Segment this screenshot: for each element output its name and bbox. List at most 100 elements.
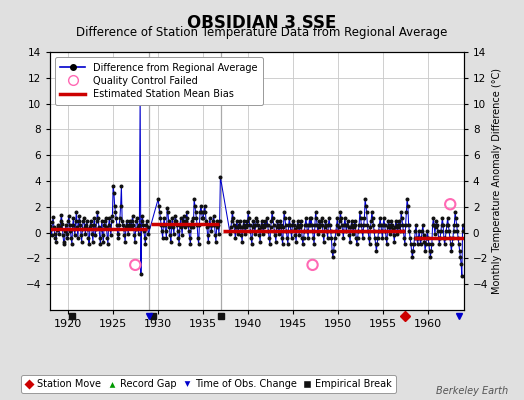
- Point: [201, 202, 209, 209]
- Point: [401, 241, 409, 248]
- Point: [165, 224, 173, 231]
- Point: [451, 209, 460, 215]
- Point: [132, 226, 140, 232]
- Point: [248, 224, 257, 231]
- Point: [140, 228, 148, 234]
- Point: [123, 222, 132, 228]
- Point: [234, 231, 243, 237]
- Point: [124, 231, 133, 237]
- Point: [320, 238, 328, 245]
- Point: [281, 215, 289, 222]
- Point: [276, 224, 284, 231]
- Point: [184, 222, 192, 228]
- Point: [74, 234, 82, 241]
- Point: [368, 215, 377, 222]
- Point: [429, 215, 438, 222]
- Point: [340, 222, 348, 228]
- Point: [241, 231, 249, 237]
- Point: [296, 224, 304, 231]
- Point: [434, 228, 442, 234]
- Point: [344, 224, 353, 231]
- Point: [83, 226, 92, 232]
- Point: [210, 213, 218, 219]
- Point: [102, 224, 111, 231]
- Point: [141, 241, 149, 248]
- Point: [116, 215, 124, 222]
- Point: [213, 218, 222, 224]
- Point: [206, 222, 215, 228]
- Point: [237, 232, 246, 238]
- Point: [316, 222, 324, 228]
- Point: [80, 215, 88, 222]
- Point: [123, 218, 131, 224]
- Point: [428, 241, 436, 248]
- Point: [389, 232, 398, 238]
- Point: [334, 231, 342, 237]
- Point: [302, 222, 311, 228]
- Point: [97, 226, 105, 232]
- Point: [347, 224, 355, 231]
- Point: [136, 90, 144, 96]
- Point: [188, 218, 196, 224]
- Point: [83, 218, 91, 224]
- Point: [230, 222, 238, 228]
- Point: [47, 226, 55, 232]
- Point: [227, 218, 236, 224]
- Point: [383, 241, 391, 248]
- Point: [301, 222, 309, 228]
- Point: [128, 213, 137, 219]
- Point: [308, 262, 316, 268]
- Point: [370, 228, 378, 234]
- Point: [331, 234, 340, 241]
- Point: [257, 218, 266, 224]
- Point: [357, 222, 366, 228]
- Point: [458, 222, 467, 228]
- Point: [359, 234, 367, 241]
- Point: [177, 224, 185, 231]
- Point: [180, 222, 189, 228]
- Point: [360, 215, 368, 222]
- Point: [304, 222, 313, 228]
- Point: [203, 232, 212, 238]
- Point: [169, 224, 177, 231]
- Point: [99, 238, 107, 245]
- Point: [352, 234, 361, 241]
- Point: [436, 228, 445, 234]
- Point: [84, 234, 93, 241]
- Point: [384, 224, 392, 231]
- Point: [370, 234, 379, 241]
- Point: [114, 231, 122, 237]
- Point: [181, 224, 189, 231]
- Point: [71, 218, 80, 224]
- Point: [419, 222, 427, 228]
- Point: [56, 224, 64, 231]
- Point: [366, 224, 375, 231]
- Point: [81, 231, 90, 237]
- Point: [449, 234, 457, 241]
- Point: [72, 209, 81, 215]
- Point: [170, 231, 178, 237]
- Point: [268, 209, 276, 215]
- Point: [144, 231, 152, 237]
- Point: [97, 218, 106, 224]
- Point: [177, 215, 185, 222]
- Point: [66, 222, 74, 228]
- Point: [419, 232, 428, 238]
- Legend: Difference from Regional Average, Quality Control Failed, Estimated Station Mean: Difference from Regional Average, Qualit…: [54, 57, 263, 105]
- Point: [319, 232, 328, 238]
- Point: [443, 215, 452, 222]
- Point: [339, 234, 347, 241]
- Point: [281, 222, 290, 228]
- Point: [385, 222, 394, 228]
- Point: [427, 248, 435, 254]
- Point: [384, 218, 392, 224]
- Point: [78, 226, 86, 232]
- Point: [347, 218, 356, 224]
- Point: [265, 234, 274, 241]
- Point: [243, 222, 252, 228]
- Point: [389, 226, 397, 232]
- Point: [189, 215, 197, 222]
- Point: [214, 222, 222, 228]
- Point: [73, 224, 81, 231]
- Point: [138, 213, 147, 219]
